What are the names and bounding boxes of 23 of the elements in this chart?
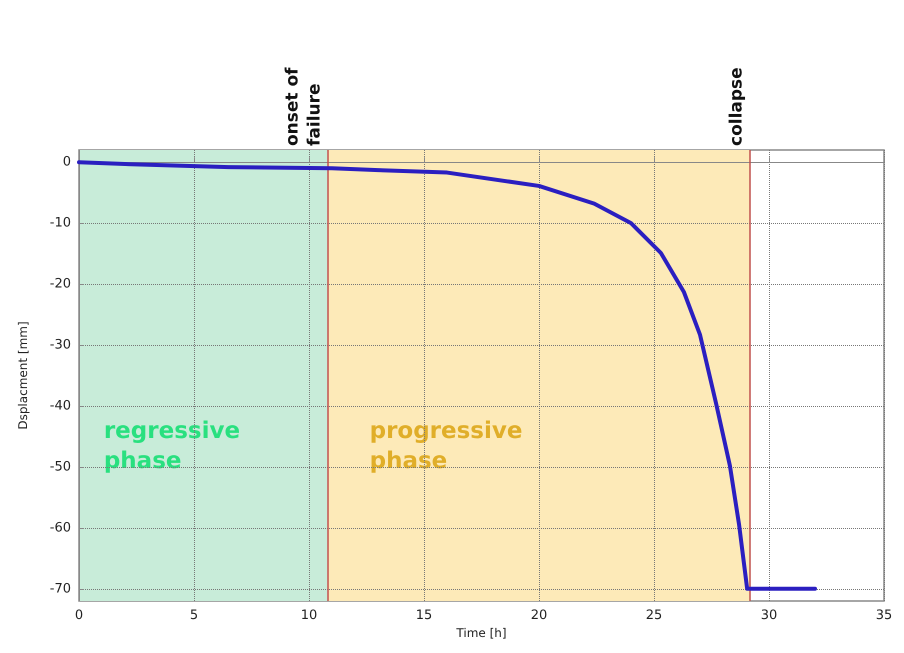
band-label: regressive phase <box>104 418 240 474</box>
y-tick-label: 0 <box>62 154 71 170</box>
x-tick-label: 25 <box>646 608 662 623</box>
ref-line-label: onset of failure <box>282 66 324 146</box>
x-tick-label: 30 <box>760 608 778 623</box>
y-tick-label: -40 <box>50 398 71 414</box>
x-tick-label: 10 <box>300 608 318 623</box>
y-axis-title: Dsplacment [mm] <box>16 321 30 430</box>
y-tick-label: -20 <box>50 276 71 292</box>
y-tick-label: -50 <box>50 459 71 474</box>
x-tick-label: 5 <box>190 608 198 623</box>
band-label: progressive phase <box>370 418 522 474</box>
x-tick-label: 15 <box>416 608 432 623</box>
x-axis-title: Time [h] <box>455 626 507 640</box>
y-tick-label: -30 <box>50 338 71 353</box>
line-series <box>77 160 817 591</box>
ref-line-label: collapse <box>726 67 746 146</box>
x-tick-label: 35 <box>876 608 892 623</box>
y-tick-label: -60 <box>50 520 71 536</box>
y-tick-label: -70 <box>50 581 71 596</box>
x-tick-label: 20 <box>530 608 548 623</box>
x-tick-label: 0 <box>74 608 84 623</box>
y-tick-label: -10 <box>50 216 71 231</box>
